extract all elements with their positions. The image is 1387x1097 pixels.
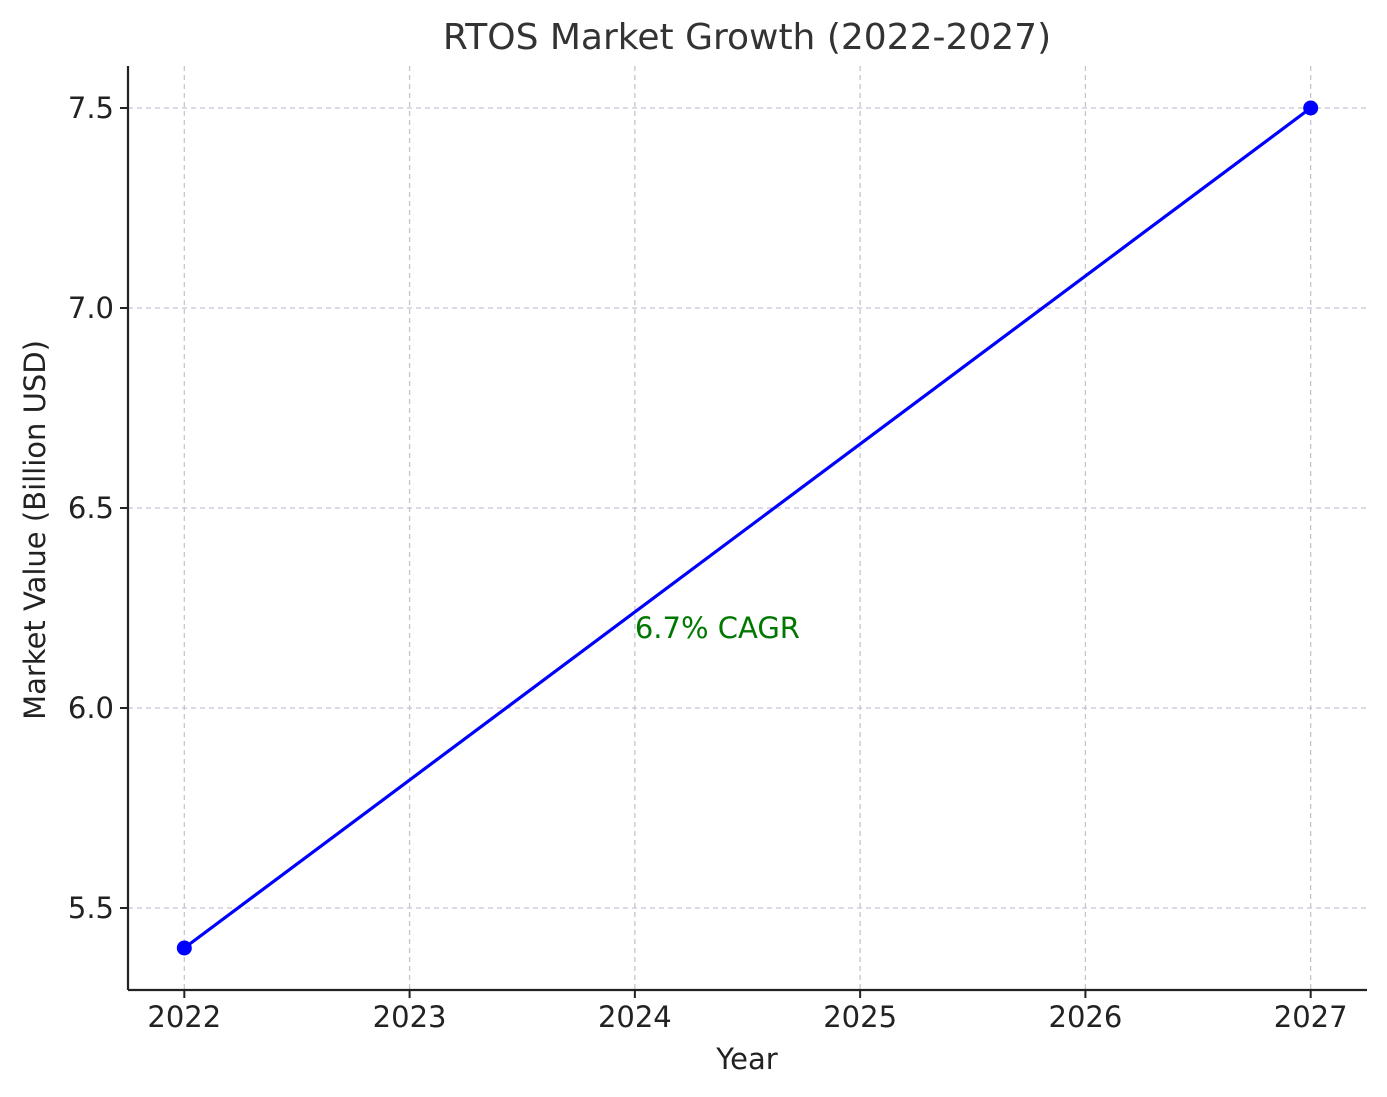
x-tick-label: 2027 (1274, 1000, 1348, 1034)
y-axis-label: Market Value (Billion USD) (18, 340, 52, 720)
x-tick-label: 2026 (1049, 1000, 1123, 1034)
y-tick-label: 7.5 (68, 91, 114, 125)
grid (128, 66, 1367, 990)
y-tick-label: 7.0 (68, 291, 114, 325)
data-point (1303, 100, 1319, 116)
y-tick-label: 5.5 (68, 891, 114, 925)
cagr-annotation: 6.7% CAGR (635, 611, 800, 645)
series-layer (176, 100, 1319, 956)
y-tick-label: 6.5 (68, 491, 114, 525)
x-axis-label: Year (715, 1042, 777, 1076)
data-point (176, 940, 192, 956)
chart-title: RTOS Market Growth (2022-2027) (443, 17, 1051, 58)
x-tick-label: 2022 (147, 1000, 221, 1034)
x-tick-label: 2025 (823, 1000, 897, 1034)
x-tick-label: 2023 (373, 1000, 447, 1034)
series-line (183, 106, 1312, 950)
x-tick-label: 2024 (598, 1000, 672, 1034)
axes: 2022 2023 2024 2025 2026 2027 5.5 6.0 6.5 7.0 7.5 (68, 66, 1367, 1034)
annotation-layer: 6.7% CAGR (635, 611, 800, 645)
y-tick-label: 6.0 (68, 691, 114, 725)
